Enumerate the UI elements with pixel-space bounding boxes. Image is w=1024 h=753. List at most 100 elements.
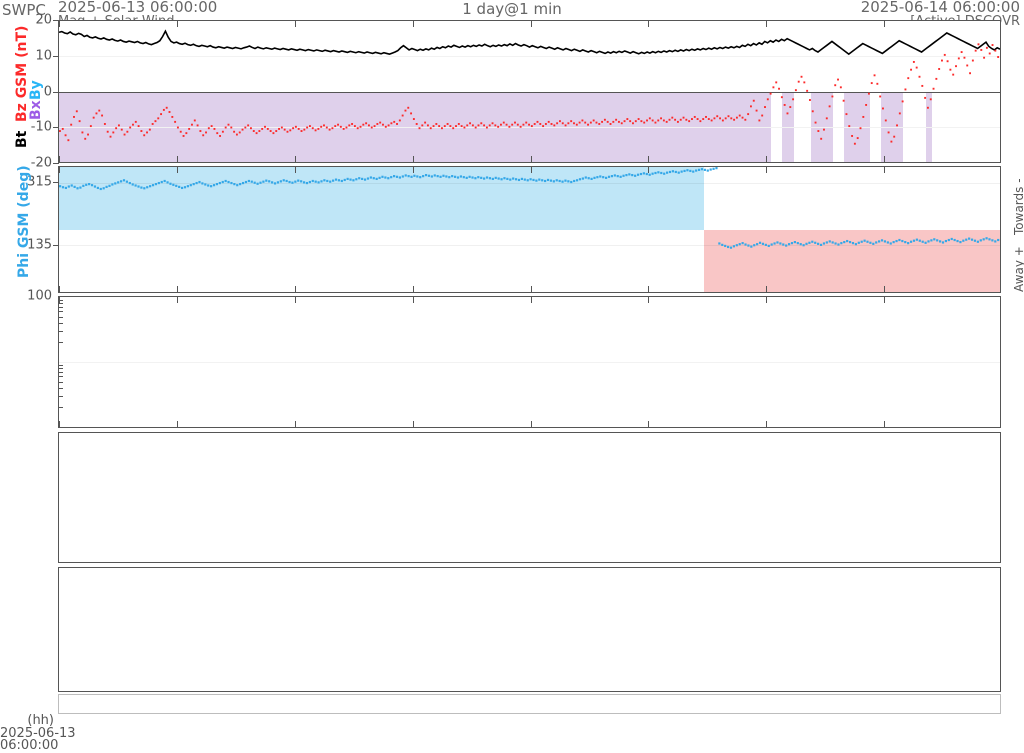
- phi-point: [297, 179, 300, 182]
- phi-point: [523, 178, 526, 181]
- panel-magnetic-field[interactable]: [58, 20, 1001, 163]
- phi-point: [224, 179, 227, 183]
- x-tick: [176, 297, 178, 303]
- y-minor-tick: [59, 372, 63, 374]
- phi-point: [149, 185, 152, 188]
- bz-point: [851, 135, 854, 137]
- bz-point: [820, 137, 823, 140]
- phi-point: [610, 175, 614, 178]
- bz-point: [415, 123, 418, 125]
- y-minor-tick: [59, 342, 63, 344]
- bz-point: [67, 139, 70, 142]
- phi-point: [491, 177, 494, 181]
- bz-point: [764, 106, 766, 109]
- phi-point: [970, 238, 974, 241]
- bz-point: [171, 115, 174, 118]
- phi-point: [663, 172, 666, 175]
- phi-point: [895, 239, 898, 243]
- bz-point: [157, 117, 160, 120]
- bz-point: [382, 123, 384, 126]
- phi-point: [793, 241, 796, 244]
- bz-point: [418, 127, 421, 130]
- bz-point: [912, 60, 915, 63]
- panel-speed[interactable]: [58, 432, 1001, 563]
- x-tick: [884, 297, 886, 303]
- bz-point: [191, 123, 193, 126]
- phi-point: [613, 174, 616, 177]
- bz-point: [373, 125, 376, 128]
- bz-point: [331, 127, 334, 130]
- panel-phi-gsm[interactable]: [58, 166, 1001, 293]
- bz-point: [140, 130, 143, 132]
- phi-point: [689, 169, 692, 173]
- phi-point: [767, 244, 770, 248]
- bz-point: [311, 127, 314, 130]
- phi-point: [282, 179, 285, 182]
- phi-point: [244, 180, 248, 184]
- phi-point: [657, 171, 660, 174]
- bz-point: [831, 95, 834, 98]
- phi-point: [320, 180, 323, 183]
- phi-point: [256, 182, 259, 185]
- phi-point: [453, 175, 457, 178]
- bz-point: [842, 99, 845, 102]
- bz-point: [921, 84, 924, 87]
- phi-point: [645, 172, 648, 176]
- phi-point: [233, 183, 236, 186]
- phi-point: [616, 175, 619, 178]
- phi-point: [352, 179, 355, 182]
- bz-point: [848, 125, 851, 128]
- bz-point: [654, 121, 657, 124]
- bz-point: [623, 120, 626, 123]
- bz-point: [699, 120, 702, 123]
- bz-point: [488, 124, 491, 127]
- phi-point: [358, 177, 361, 180]
- bz-point: [615, 118, 618, 121]
- panel-temperature[interactable]: [58, 567, 1001, 692]
- bz-point: [339, 125, 342, 128]
- bz-point: [980, 49, 983, 51]
- x-tick: [294, 21, 296, 27]
- phi-point: [747, 244, 750, 247]
- phi-point: [143, 187, 146, 190]
- phi-point: [721, 243, 724, 246]
- phi-point: [863, 239, 866, 242]
- bz-point: [766, 98, 769, 101]
- bz-point: [646, 119, 648, 122]
- phi-point: [796, 242, 799, 245]
- bz-point: [455, 125, 457, 128]
- phi-point: [840, 242, 843, 245]
- phi-point: [236, 184, 239, 187]
- y-tick-label: 0: [43, 84, 52, 99]
- bz-point: [769, 92, 772, 95]
- zero-line: [59, 91, 1000, 93]
- bz-point: [452, 127, 455, 130]
- phi-point: [898, 238, 901, 242]
- bz-point: [132, 123, 134, 126]
- phi-point: [416, 175, 419, 178]
- bz-point: [679, 118, 682, 121]
- bz-point: [837, 78, 839, 81]
- bz-point: [70, 123, 73, 126]
- phi-point: [140, 186, 143, 189]
- bz-point: [859, 127, 862, 130]
- phi-point: [259, 181, 262, 184]
- density-axis-top-label: 100: [27, 288, 52, 304]
- bz-point: [688, 120, 691, 123]
- phi-point: [660, 171, 663, 175]
- bz-point: [258, 130, 261, 132]
- bz-point: [75, 110, 78, 113]
- panel-density[interactable]: [58, 296, 1001, 428]
- phi-point: [285, 179, 288, 183]
- phi-point: [758, 241, 762, 244]
- phi-point: [997, 238, 1000, 242]
- phi-point: [892, 241, 895, 244]
- phi-point: [456, 176, 460, 179]
- bz-point: [570, 120, 573, 123]
- phi-point: [137, 185, 140, 188]
- y-tick-label: -10: [30, 119, 52, 135]
- bz-point: [612, 120, 615, 123]
- y-tick-label: 135: [27, 237, 52, 253]
- bz-point: [544, 123, 547, 125]
- bz-point: [471, 124, 474, 127]
